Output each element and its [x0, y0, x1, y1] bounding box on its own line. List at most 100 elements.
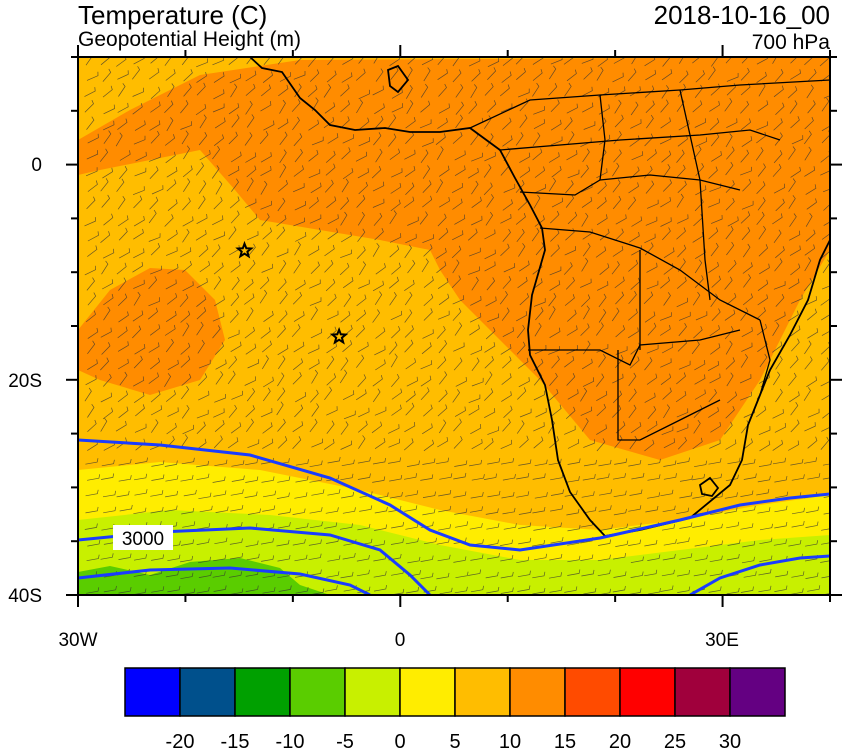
wind-barb: [515, 132, 524, 146]
wind-barb: [103, 585, 117, 593]
wind-barb: [677, 244, 687, 258]
wind-barb: [775, 570, 789, 578]
wind-barb: [502, 418, 511, 432]
wind-barb: [229, 196, 240, 209]
wind-barb: [806, 308, 817, 321]
wind-barb: [183, 69, 193, 82]
wind-barb: [372, 242, 380, 257]
wind-barb: [790, 116, 800, 129]
wind-barb: [564, 356, 575, 368]
wind-barb: [567, 569, 581, 576]
wind-barb: [244, 198, 257, 208]
wind-barb: [645, 180, 655, 194]
wind-barb: [500, 213, 512, 224]
wind-barb: [356, 555, 370, 562]
wind-barb: [406, 376, 418, 387]
colorbar: [124, 667, 786, 717]
wind-barb: [421, 57, 434, 66]
wind-barb: [661, 150, 672, 163]
wind-barb: [501, 307, 510, 321]
wind-barb: [246, 553, 260, 561]
wind-barb: [611, 307, 620, 322]
wind-barb: [627, 68, 637, 82]
wind-barb: [292, 539, 306, 546]
wind-barb: [774, 505, 788, 513]
wind-barb: [228, 131, 238, 145]
wind-barb: [567, 131, 575, 145]
wind-barb: [694, 118, 706, 128]
wind-barb: [340, 311, 351, 323]
wind-barb: [404, 309, 413, 323]
colorbar-label: -15: [221, 731, 250, 750]
wind-barb: [582, 242, 591, 257]
wind-barb: [422, 329, 434, 339]
wind-barb: [374, 406, 387, 416]
wind-barb: [423, 308, 433, 321]
wind-barb: [630, 556, 644, 563]
wind-barb: [293, 165, 304, 177]
wind-barb: [180, 121, 192, 130]
wind-barb: [599, 228, 610, 241]
wind-barb: [631, 216, 643, 227]
wind-barb: [391, 373, 400, 388]
wind-barb: [821, 314, 830, 321]
wind-barb: [615, 214, 627, 225]
wind-barb: [279, 290, 288, 305]
wind-barb: [133, 195, 143, 209]
wind-barb: [326, 571, 340, 578]
pressure-level: 700 hPa: [751, 31, 830, 54]
wind-barb: [246, 231, 259, 241]
wind-barb: [148, 372, 159, 384]
x-tick-label-0: 0: [395, 630, 406, 651]
wind-barb: [823, 512, 830, 515]
wind-barb: [196, 58, 208, 68]
wind-barb: [263, 387, 271, 402]
wind-barb: [118, 587, 132, 594]
wind-barb: [116, 178, 125, 192]
wind-barb: [85, 310, 96, 323]
wind-barb: [823, 496, 830, 498]
wind-barb: [644, 439, 655, 452]
wind-barb: [261, 340, 272, 353]
wind-barb: [822, 188, 830, 193]
wind-barb: [324, 522, 338, 529]
wind-barb: [102, 248, 115, 259]
wind-barb: [423, 244, 433, 257]
wind-barb: [500, 571, 514, 579]
wind-barb: [726, 521, 740, 529]
wind-barb: [324, 438, 335, 450]
wind-barb: [327, 310, 339, 321]
wind-barb: [373, 585, 387, 592]
wind-barb: [806, 84, 814, 99]
wind-barb: [117, 390, 128, 403]
wind-barb: [213, 276, 222, 290]
wind-barb: [740, 490, 754, 497]
wind-barb: [325, 163, 336, 176]
wind-barb: [150, 490, 164, 497]
wind-barb: [166, 423, 177, 435]
wind-barb: [292, 358, 304, 371]
wind-barb: [726, 146, 735, 160]
wind-barb: [519, 166, 531, 178]
wind-barb: [647, 492, 661, 499]
wind-barb: [532, 540, 546, 547]
wind-barb: [516, 67, 526, 80]
wind-barb: [133, 376, 145, 387]
wind-barb: [181, 457, 195, 465]
wind-barb: [164, 100, 174, 114]
wind-barb: [214, 394, 226, 403]
wind-barb: [823, 203, 830, 211]
wind-barb: [724, 421, 733, 435]
wind-barb: [230, 505, 244, 512]
wind-barb: [805, 540, 819, 547]
wind-barb: [213, 435, 223, 449]
wind-barb: [695, 70, 705, 83]
wind-barb: [454, 322, 463, 336]
wind-barb: [772, 213, 783, 225]
wind-barb: [374, 524, 388, 531]
wind-barb: [150, 242, 161, 256]
wind-barb: [629, 356, 640, 369]
wind-barb: [196, 460, 210, 468]
wind-barb: [167, 407, 179, 417]
wind-barb: [532, 587, 546, 595]
